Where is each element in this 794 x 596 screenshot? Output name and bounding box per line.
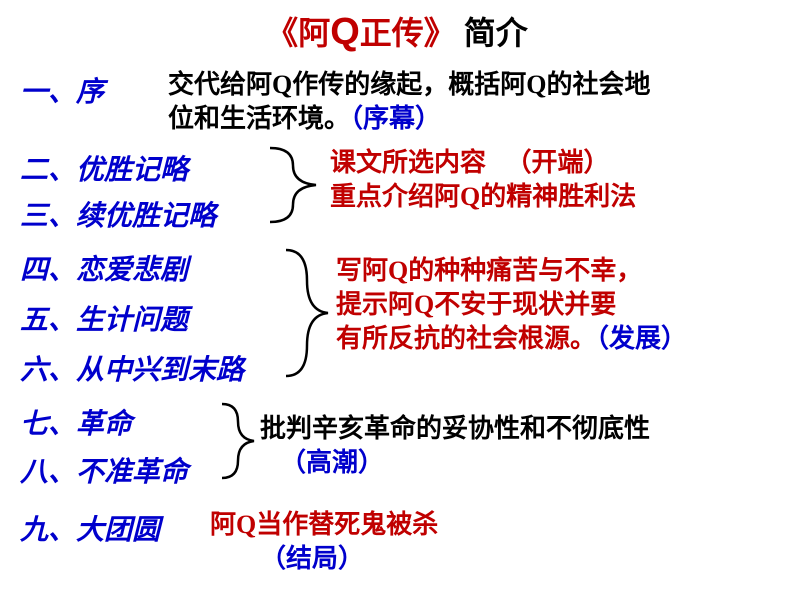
desc3-line1: 写阿Q的种种痛苦与不幸， — [336, 250, 642, 287]
chapter-6: 六、从中兴到末路 — [20, 348, 244, 388]
chapter-3: 三、续优胜记略 — [20, 194, 216, 234]
desc1-tag: （序幕） — [350, 104, 441, 133]
desc1-line2: 位和生活环境。（序幕） — [168, 98, 441, 135]
desc1-line1: 交代给阿Q作传的缘起，概括阿Q的社会地 — [168, 64, 650, 101]
desc4-tag: （高潮） — [280, 442, 384, 479]
title-book1: 阿 — [298, 15, 330, 51]
desc2-line2: 重点介绍阿Q的精神胜利法 — [330, 176, 636, 213]
desc2-tag: （开端） — [506, 148, 610, 177]
desc1-line2-text: 位和生活环境。 — [168, 104, 350, 133]
chapter-2: 二、优胜记略 — [20, 148, 188, 188]
title-book2: 正传 — [360, 15, 424, 51]
desc4-line1: 批判辛亥革命的妥协性和不彻底性 — [260, 408, 650, 445]
desc2-line1: 课文所选内容 （开端） — [330, 142, 610, 179]
chapter-9: 九、大团圆 — [20, 508, 160, 548]
brace-1 — [268, 146, 318, 224]
chapter-1: 一、序 — [20, 70, 104, 110]
brace-3 — [220, 402, 256, 480]
chapter-4: 四、恋爱悲剧 — [20, 248, 188, 288]
desc5-tag: （结局） — [260, 538, 364, 575]
chapter-7: 七、革命 — [20, 402, 132, 442]
desc3-line3: 有所反抗的社会根源。（发展） — [336, 318, 687, 355]
desc3-tag: （发展） — [596, 324, 687, 353]
title-suffix: 简介 — [456, 15, 528, 51]
desc2-line1-text: 课文所选内容 — [330, 148, 486, 177]
chapter-8: 八、不准革命 — [20, 450, 188, 490]
title-bracket-r: 》 — [424, 15, 456, 51]
brace-2 — [284, 248, 330, 378]
title-bracket-l: 《 — [266, 15, 298, 51]
desc5-line1: 阿Q当作替死鬼被杀 — [210, 504, 438, 541]
desc3-line2: 提示阿Q不安于现状并要 — [336, 284, 616, 321]
chapter-5: 五、生计问题 — [20, 298, 188, 338]
page-title: 《阿Q正传》 简介 — [0, 0, 794, 54]
title-q: Q — [330, 11, 360, 53]
desc3-line3-text: 有所反抗的社会根源。 — [336, 324, 596, 353]
